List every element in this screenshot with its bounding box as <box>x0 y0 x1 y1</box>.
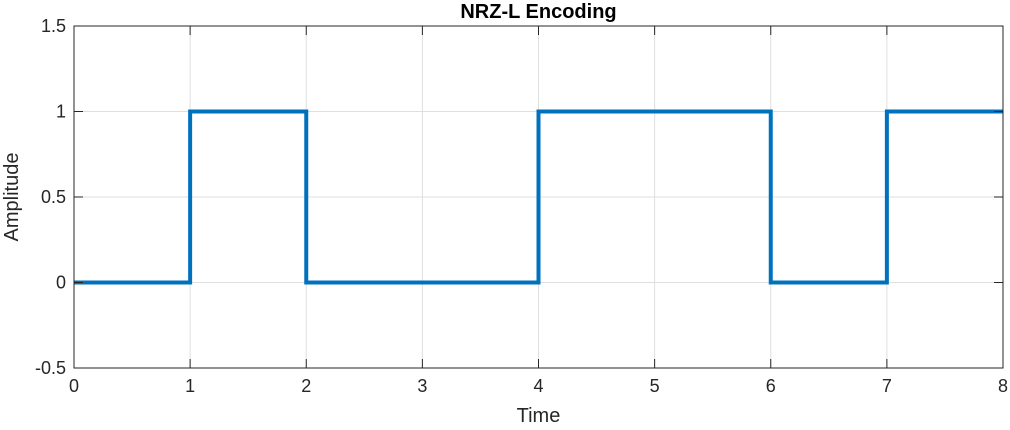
chart-title: NRZ-L Encoding <box>460 1 616 23</box>
x-tick-label: 7 <box>882 376 892 396</box>
x-tick-label: 6 <box>766 376 776 396</box>
x-tick-label: 2 <box>301 376 311 396</box>
signal-step-line <box>74 109 1003 285</box>
x-tick-label: 4 <box>533 376 543 396</box>
x-axis-title: Time <box>517 405 561 425</box>
x-tick-label: 0 <box>69 376 79 396</box>
tick-marks <box>73 25 1004 369</box>
y-tick-label: 1 <box>56 102 66 122</box>
y-axis-title: Amplitude <box>1 153 23 242</box>
y-tick-label: -0.5 <box>35 358 66 378</box>
x-tick-labels: 0 1 2 3 4 5 6 7 8 <box>69 376 1008 396</box>
y-tick-labels: -0.5 0 0.5 1 1.5 <box>35 16 66 378</box>
x-tick-label: 5 <box>650 376 660 396</box>
x-tick-label: 1 <box>185 376 195 396</box>
y-tick-label: 0.5 <box>41 187 66 207</box>
y-tick-label: 0 <box>56 273 66 293</box>
x-tick-label: 3 <box>417 376 427 396</box>
y-tick-label: 1.5 <box>41 16 66 36</box>
series-layer <box>74 109 1003 285</box>
x-tick-label: 8 <box>998 376 1008 396</box>
